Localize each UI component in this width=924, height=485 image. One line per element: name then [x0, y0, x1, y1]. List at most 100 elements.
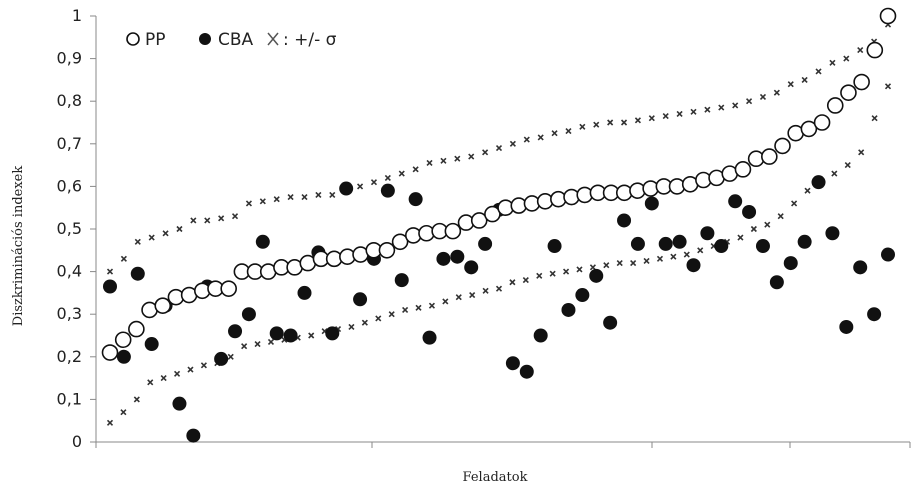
sigma-point — [482, 149, 489, 156]
cba-point — [853, 260, 868, 275]
y-tick-label: 0,1 — [57, 389, 82, 408]
cba-point — [255, 234, 270, 249]
y-tick-label: 0,3 — [57, 304, 82, 323]
sigma-point — [454, 155, 461, 162]
cba-point — [589, 268, 604, 283]
pp-point — [813, 114, 831, 131]
cba-point — [686, 258, 701, 273]
cba-point — [867, 307, 882, 322]
pp-point — [470, 212, 488, 229]
sigma-point — [245, 200, 252, 207]
sigma-point — [656, 255, 664, 262]
sigma-point — [301, 193, 308, 201]
cba-point — [505, 356, 520, 371]
pp-point — [879, 7, 897, 25]
cba-point — [228, 324, 243, 339]
cba-point — [130, 266, 145, 281]
sigma-point — [815, 68, 822, 75]
pp-point — [444, 222, 462, 240]
sigma-point — [704, 106, 711, 113]
y-tick-label: 0,6 — [57, 176, 82, 195]
y-tick-label: 0 — [72, 432, 82, 451]
sigma-point — [791, 200, 798, 207]
y-tick-label: 0,5 — [57, 219, 82, 238]
pp-point — [128, 320, 145, 338]
cba-point — [533, 328, 548, 343]
y-tick-label: 0,2 — [57, 347, 82, 366]
pp-point — [866, 41, 884, 59]
sigma-point — [412, 166, 419, 173]
sigma-point — [287, 193, 294, 201]
sigma-point — [563, 268, 570, 275]
legend-sigma-label: : +/- σ — [283, 30, 337, 50]
cba-point — [464, 260, 479, 275]
x-axis-title: Feladatok — [463, 470, 528, 485]
sigma-point — [683, 251, 690, 258]
pp-point — [734, 161, 752, 178]
sigma-point — [120, 409, 127, 416]
sigma-point — [697, 247, 704, 254]
sigma-point — [773, 89, 780, 96]
pp-point — [800, 120, 818, 138]
sigma-point — [440, 157, 447, 164]
sigma-point — [843, 55, 850, 62]
cba-point — [561, 302, 576, 317]
legend: PP CBA : +/- σ — [126, 30, 337, 50]
pp-point — [840, 84, 857, 101]
sigma-point — [718, 104, 725, 111]
cba-point — [214, 351, 229, 366]
sigma-point — [273, 196, 280, 203]
sigma-point — [746, 98, 753, 105]
sigma-point — [643, 257, 650, 265]
sigma-point — [844, 162, 851, 169]
sigma-point — [241, 343, 248, 350]
sigma-point — [737, 234, 744, 241]
cba-point — [811, 175, 826, 190]
sigma-point — [616, 260, 623, 267]
sigma-point — [120, 255, 127, 262]
cba-point — [380, 183, 395, 198]
sigma-point — [415, 304, 422, 311]
pp-point — [391, 233, 409, 251]
cba-point — [353, 292, 368, 307]
sigma-point — [634, 117, 641, 124]
pp-point — [853, 73, 870, 91]
cba-point — [881, 247, 895, 262]
y-tick-label: 0,8 — [57, 91, 82, 110]
sigma-point — [428, 302, 435, 309]
sigma-point — [455, 294, 462, 301]
sigma-point — [482, 287, 489, 294]
sigma-point — [402, 306, 409, 314]
sigma-point — [267, 338, 275, 345]
sigma-point — [857, 47, 864, 54]
y-tick-label: 0,9 — [57, 49, 82, 68]
cba-point — [630, 236, 645, 251]
pp-point — [154, 297, 172, 314]
sigma-point — [176, 225, 183, 233]
sigma-point — [329, 191, 336, 198]
sigma-point — [357, 183, 364, 190]
sigma-point — [732, 102, 739, 109]
legend-pp-marker — [126, 32, 140, 46]
cba-point — [797, 234, 812, 249]
sigma-point — [495, 144, 503, 152]
cba-point — [408, 192, 423, 207]
cba-point — [422, 330, 437, 345]
pp-point — [774, 137, 791, 155]
cba-point — [144, 337, 159, 352]
sigma-point — [259, 198, 266, 205]
sigma-point — [190, 217, 197, 224]
sigma-point — [162, 230, 169, 237]
sigma-point — [375, 315, 382, 322]
sigma-point — [579, 123, 586, 130]
cba-point — [297, 285, 312, 300]
sigma-point — [576, 266, 583, 273]
sigma-point — [549, 270, 556, 277]
sigma-point — [801, 76, 808, 83]
cba-point — [825, 226, 840, 241]
cba-point — [547, 239, 562, 254]
sigma-point — [764, 221, 771, 228]
sigma-point — [750, 225, 757, 233]
sigma-point — [831, 170, 838, 177]
x-axis — [95, 441, 911, 448]
